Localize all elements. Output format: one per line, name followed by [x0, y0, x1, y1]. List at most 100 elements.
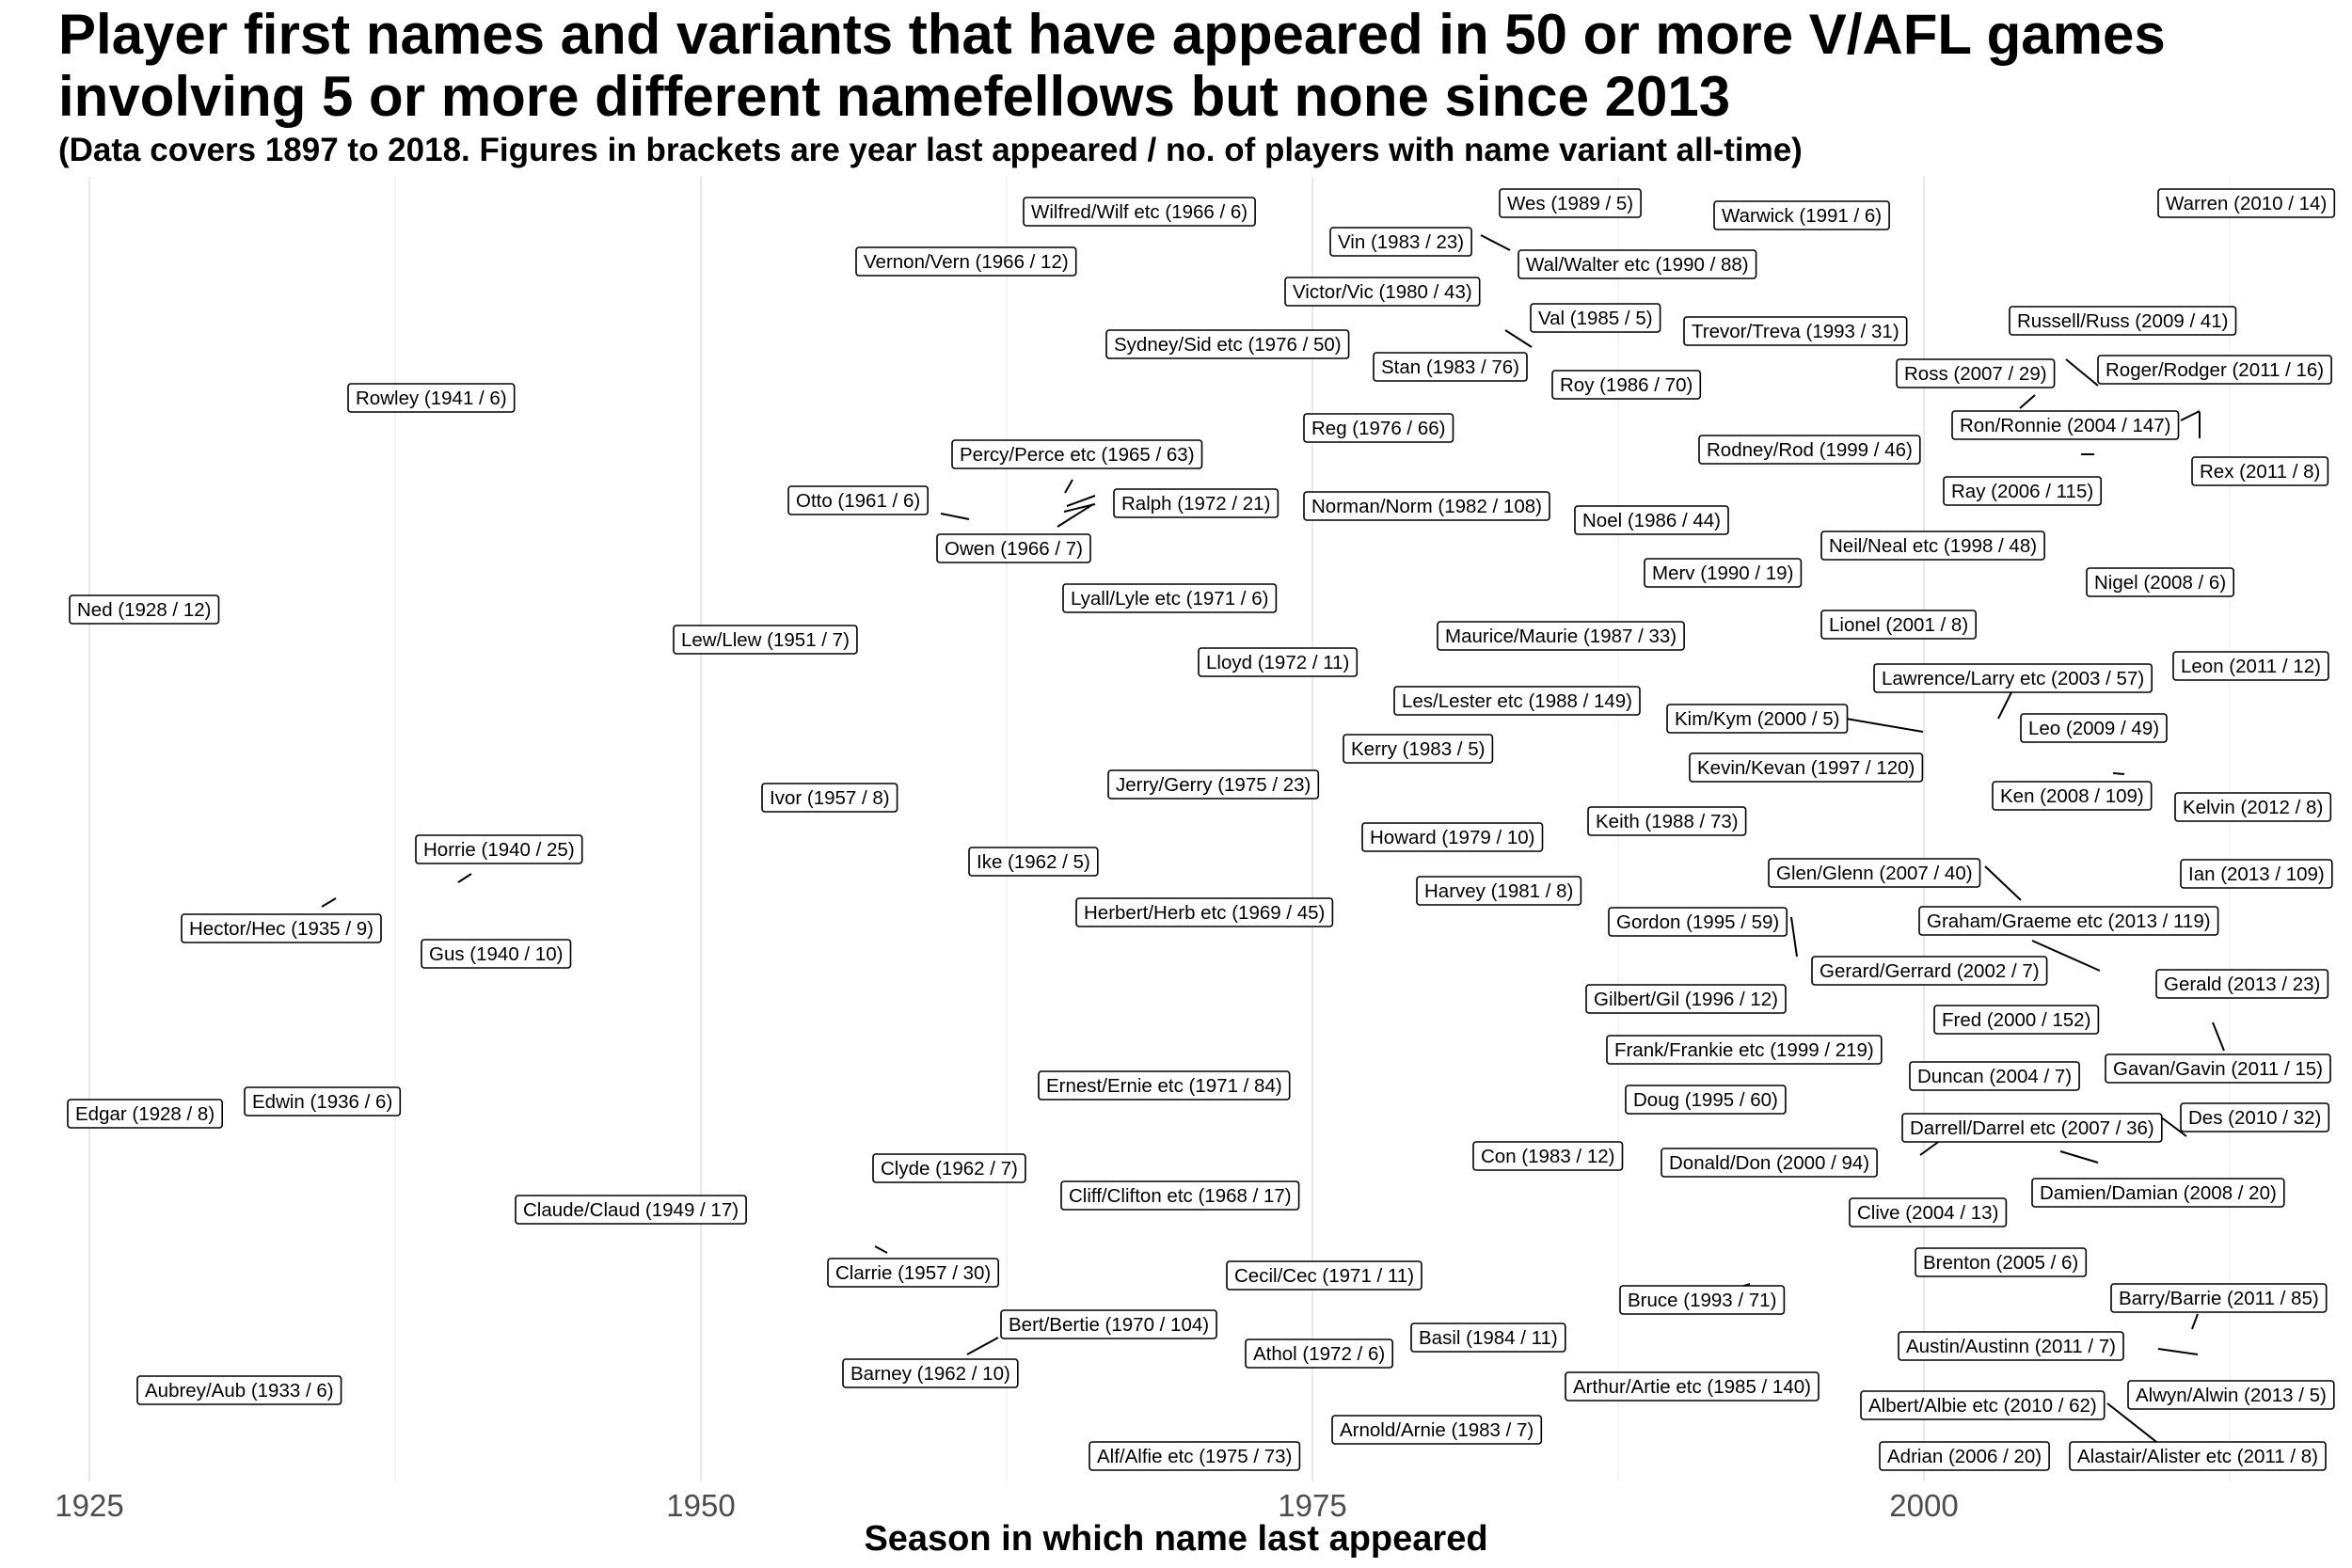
point-label-box [421, 939, 572, 969]
point-label-text: Kerry (1983 / 5) [1351, 738, 1485, 760]
point-label-text: Brenton (2005 / 6) [1923, 1252, 2078, 1274]
point-label: Ralph (1972 / 21) [1113, 488, 1279, 518]
point-label-text: Roger/Rodger (2011 / 16) [2106, 359, 2324, 381]
point-label-text: Ivor (1957 / 8) [770, 787, 890, 809]
point-label-box [1943, 476, 2102, 506]
point-label-box [515, 1195, 747, 1225]
point-label: Ned (1928 / 12) [69, 594, 220, 625]
point-label-box [1683, 316, 1908, 346]
point-label-box [1393, 686, 1641, 716]
point-label-box [1574, 505, 1729, 535]
point-label: Lloyd (1972 / 11) [1198, 647, 1359, 677]
point-label: Edgar (1928 / 8) [67, 1099, 223, 1129]
point-label-text: Alwyn/Alwin (2013 / 5) [2136, 1385, 2327, 1406]
point-label-box [1898, 1331, 2124, 1361]
point-label-box [1499, 188, 1642, 218]
point-label: Wes (1989 / 5) [1499, 188, 1642, 218]
point-label-text: Hector/Hec (1935 / 9) [189, 918, 373, 940]
point-label-box [1901, 1113, 2163, 1143]
point-label: Aubrey/Aub (1933 / 6) [136, 1375, 342, 1405]
point-label-text: Percy/Perce etc (1965 / 63) [960, 444, 1195, 466]
point-label-box [1606, 1035, 1883, 1065]
label-connector [1504, 329, 1533, 348]
point-label: Rowley (1941 / 6) [347, 383, 516, 413]
point-label: Alwyn/Alwin (2013 / 5) [2127, 1380, 2335, 1410]
point-label: Neil/Neal etc (1998 / 48) [1820, 531, 2045, 561]
point-label-box [1245, 1338, 1393, 1369]
point-label-box [1873, 663, 2153, 693]
point-label: Damien/Damian (2008 / 20) [2031, 1178, 2285, 1208]
label-connector [966, 1337, 999, 1355]
point-label-text: Neil/Neal etc (1998 / 48) [1829, 535, 2037, 557]
point-label: Ross (2007 / 29) [1896, 358, 2056, 388]
point-label-box [1619, 1285, 1786, 1315]
point-label: Claude/Claud (1949 / 17) [515, 1195, 747, 1225]
point-label: Otto (1961 / 6) [787, 485, 929, 515]
label-connector [1064, 479, 1073, 494]
point-label-box [951, 439, 1203, 469]
point-label-text: Gus (1940 / 10) [429, 943, 563, 965]
point-label-text: Ralph (1972 / 21) [1121, 493, 1270, 515]
point-label-text: Austin/Austinn (2011 / 7) [1906, 1336, 2116, 1357]
point-label: Gavan/Gavin (2011 / 15) [2105, 1053, 2331, 1084]
x-tick-label: 1950 [666, 1488, 735, 1523]
label-connector [457, 873, 472, 883]
point-label-box [2069, 1441, 2327, 1471]
point-label-text: Stan (1983 / 76) [1381, 356, 1519, 378]
point-label: Howard (1979 / 10) [1361, 822, 1544, 852]
point-label-text: Wal/Walter etc (1990 / 88) [1526, 254, 1749, 276]
point-label-box [2031, 1178, 2285, 1208]
point-label-box [1713, 200, 1890, 230]
point-label: Doug (1995 / 60) [1625, 1085, 1787, 1115]
point-label-text: Horrie (1940 / 25) [423, 839, 575, 861]
point-label: Ray (2006 / 115) [1943, 476, 2102, 506]
label-connector [2031, 940, 2101, 972]
point-label-box [1303, 413, 1454, 443]
point-label-text: Clive (2004 / 13) [1857, 1202, 1998, 1224]
point-label: Ron/Ronnie (2004 / 147) [1951, 410, 2180, 440]
point-label-text: Gordon (1995 / 59) [1616, 911, 1779, 933]
point-label: Cliff/Clifton etc (1968 / 17) [1060, 1180, 1300, 1211]
point-label: Alf/Alfie etc (1975 / 73) [1089, 1441, 1301, 1471]
point-label-text: Con (1983 / 12) [1481, 1146, 1614, 1167]
point-label-box [1811, 956, 2048, 986]
point-label-text: Gerard/Gerrard (2002 / 7) [1820, 960, 2040, 982]
label-connector [2212, 1022, 2225, 1052]
point-label-text: Fred (2000 / 152) [1942, 1009, 2090, 1031]
point-label-box [842, 1358, 1019, 1388]
point-label: Hector/Hec (1935 / 9) [181, 913, 382, 943]
point-label: Darrell/Darrel etc (2007 / 36) [1901, 1113, 2163, 1143]
point-label-text: Athol (1972 / 6) [1253, 1343, 1385, 1365]
point-label-box [1820, 610, 1977, 640]
point-label: Donald/Don (2000 / 94) [1661, 1148, 1878, 1178]
point-label-text: Rowley (1941 / 6) [356, 388, 507, 409]
point-label: Kelvin (2012 / 8) [2174, 792, 2332, 822]
point-label: Kim/Kym (2000 / 5) [1666, 704, 1849, 734]
point-label-text: Warren (2010 / 14) [2166, 193, 2327, 214]
point-label: Rex (2011 / 8) [2191, 456, 2329, 486]
point-label-box [673, 625, 858, 655]
point-label-text: Howard (1979 / 10) [1370, 827, 1534, 848]
point-label: Maurice/Maurie (1987 / 33) [1437, 621, 1685, 651]
label-connector [940, 513, 970, 520]
point-label: Leo (2009 / 49) [2020, 713, 2168, 743]
point-label-text: Clarrie (1957 / 30) [835, 1262, 991, 1284]
point-label-text: Damien/Damian (2008 / 20) [2040, 1182, 2277, 1204]
point-label-text: Val (1985 / 5) [1538, 308, 1653, 329]
label-connector [2157, 1348, 2199, 1355]
point-label-box [1849, 1197, 2008, 1227]
point-label: Roger/Rodger (2011 / 16) [2097, 355, 2332, 385]
point-label: Sydney/Sid etc (1976 / 50) [1105, 329, 1350, 359]
point-label-text: Wes (1989 / 5) [1507, 193, 1633, 214]
point-label-text: Gilbert/Gil (1996 / 12) [1594, 989, 1778, 1010]
point-label-text: Claude/Claud (1949 / 17) [523, 1199, 739, 1221]
point-label-box [1625, 1085, 1787, 1115]
point-label-text: Norman/Norm (1982 / 108) [1311, 496, 1542, 517]
point-label-text: Roy (1986 / 70) [1560, 374, 1692, 396]
point-label-box [1896, 358, 2056, 388]
point-label-box [1472, 1141, 1624, 1171]
point-label: Lionel (2001 / 8) [1820, 610, 1977, 640]
point-label-box [2020, 713, 2168, 743]
point-label-box [1437, 621, 1685, 651]
